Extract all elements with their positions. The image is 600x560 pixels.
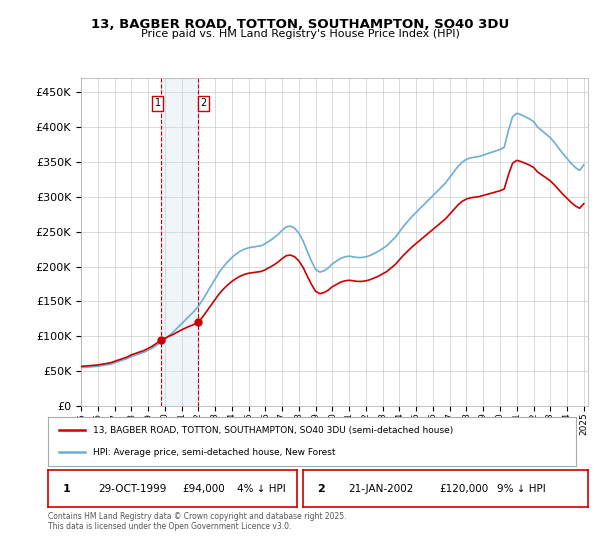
Text: Contains HM Land Registry data © Crown copyright and database right 2025.
This d: Contains HM Land Registry data © Crown c… (48, 512, 347, 531)
Text: 2: 2 (200, 99, 206, 108)
Text: 9% ↓ HPI: 9% ↓ HPI (497, 484, 545, 493)
Text: HPI: Average price, semi-detached house, New Forest: HPI: Average price, semi-detached house,… (93, 447, 335, 456)
Text: 4% ↓ HPI: 4% ↓ HPI (237, 484, 286, 493)
Text: 21-JAN-2002: 21-JAN-2002 (349, 484, 414, 493)
Text: £120,000: £120,000 (440, 484, 489, 493)
Bar (161, 78, 199, 406)
Text: 13, BAGBER ROAD, TOTTON, SOUTHAMPTON, SO40 3DU (semi-detached house): 13, BAGBER ROAD, TOTTON, SOUTHAMPTON, SO… (93, 426, 453, 435)
Text: Price paid vs. HM Land Registry's House Price Index (HPI): Price paid vs. HM Land Registry's House … (140, 29, 460, 39)
Text: 1: 1 (155, 99, 161, 108)
Text: £94,000: £94,000 (182, 484, 225, 493)
Text: 13, BAGBER ROAD, TOTTON, SOUTHAMPTON, SO40 3DU: 13, BAGBER ROAD, TOTTON, SOUTHAMPTON, SO… (91, 18, 509, 31)
Text: 1: 1 (63, 484, 71, 493)
Text: 29-OCT-1999: 29-OCT-1999 (98, 484, 166, 493)
Text: 2: 2 (317, 484, 325, 493)
